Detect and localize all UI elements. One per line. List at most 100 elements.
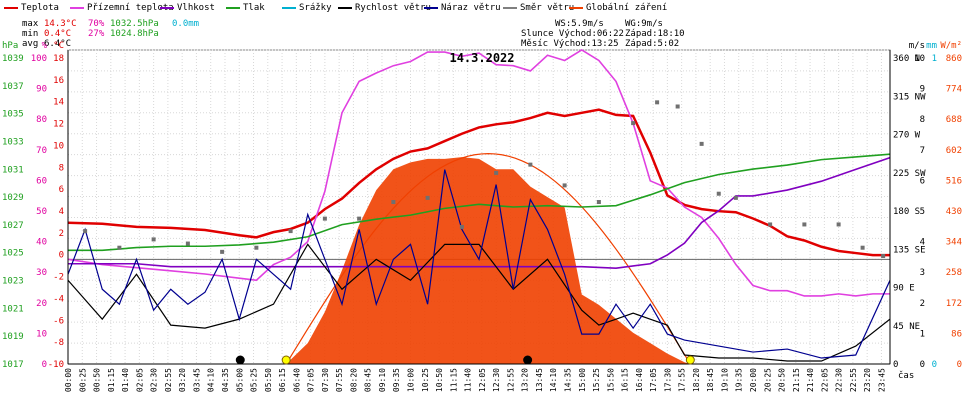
axis-tick-label: 14 — [53, 98, 64, 108]
legend-label: Vlhkost — [177, 3, 215, 13]
axis-tick-label: 225 SW — [893, 169, 926, 179]
axis-tick-label: 8 — [920, 115, 925, 125]
axis-tick-label: 30 — [36, 268, 47, 278]
axis-tick-label: 6 — [59, 185, 64, 195]
axis-unit-label: mm — [926, 41, 937, 51]
x-tick-label: 07:55 — [335, 368, 344, 392]
x-tick-label: 06:40 — [292, 368, 301, 392]
axis-tick-label: 172 — [946, 299, 962, 309]
axis-tick-label: 1 — [932, 54, 937, 64]
x-tick-label: 00:50 — [93, 368, 102, 392]
wind-direction-point — [768, 222, 773, 227]
axis-tick-label: 20 — [36, 299, 47, 309]
wind-direction-point — [631, 121, 636, 126]
axis-tick-label: 1017 — [2, 360, 24, 370]
stat-min-temp: 0.4°C — [44, 29, 72, 39]
series-lines — [67, 49, 891, 362]
x-tick-label: 14:35 — [563, 368, 572, 392]
axis-tick-label: 1037 — [2, 82, 24, 92]
legend-swatch — [70, 6, 84, 9]
x-tick-label: 14:10 — [549, 368, 558, 392]
axis-tick-label: 10 — [36, 329, 47, 339]
axis-tick-label: 8 — [59, 163, 64, 173]
x-tick-label: 15:50 — [606, 368, 615, 392]
axis-tick-label: 270 W — [893, 131, 921, 141]
x-tick-label: 10:25 — [421, 368, 430, 392]
axis-tick-label: 16 — [53, 76, 64, 86]
axis-tick-label: 0 — [957, 360, 962, 370]
x-tick-label: 05:00 — [235, 368, 244, 392]
axis-tick-label: 18 — [53, 54, 64, 64]
legend-item: Rychlost větru — [338, 3, 431, 13]
x-tick-label: 03:20 — [178, 368, 187, 392]
wind-direction-point — [528, 162, 533, 167]
axis-tick-label: 516 — [946, 176, 962, 186]
x-tick-label: 02:05 — [135, 368, 144, 392]
axis-tick-label: 90 — [36, 85, 47, 95]
x-tick-label: 12:55 — [506, 368, 515, 392]
x-tick-label: 16:40 — [635, 368, 644, 392]
wind-direction-point — [699, 141, 704, 146]
wind-direction-point — [391, 200, 396, 205]
x-tick-label: 16:15 — [621, 368, 630, 392]
legend-swatch — [569, 6, 583, 9]
axis-tick-label: 180 S — [893, 207, 920, 217]
x-tick-label: 05:25 — [250, 368, 259, 392]
x-tick-label: 21:15 — [792, 368, 801, 392]
x-tick-label: 08:45 — [364, 368, 373, 392]
x-tick-label: 13:20 — [521, 368, 530, 392]
x-tick-label: 22:30 — [835, 368, 844, 392]
legend-item: Přízemní teplota — [70, 3, 174, 13]
axis-tick-label: 360 N — [893, 54, 920, 64]
axis-tick-label: 1027 — [2, 221, 24, 231]
axis-tick-label: 4 — [920, 238, 925, 248]
axis-tick-label: 1035 — [2, 110, 24, 120]
axis-tick-label: -10 — [48, 360, 64, 370]
axis-tick-label: 602 — [946, 146, 962, 156]
stat-max-rain: 0.0mm — [172, 19, 200, 29]
radiation-area — [286, 157, 691, 364]
axis-tick-label: 860 — [946, 54, 962, 64]
legend-item: Směr větru — [503, 3, 574, 13]
axis-tick-label: 1031 — [2, 165, 24, 175]
wind-direction-point — [802, 222, 807, 227]
radiation-clear-sky-curve — [285, 153, 691, 365]
wind-direction-point — [733, 195, 738, 200]
wind-direction-point — [151, 237, 156, 242]
x-tick-label: 11:15 — [449, 368, 458, 392]
x-tick-label: 05:50 — [264, 368, 273, 392]
wind-direction-point — [357, 216, 362, 221]
axis-tick-label: 0 — [42, 360, 47, 370]
axis-tick-label: -2 — [53, 273, 64, 283]
axis-tick-label: 10 — [53, 141, 64, 151]
legend-swatch — [503, 6, 517, 9]
radiation-layer — [285, 153, 691, 365]
axis-tick-label: 0 — [932, 360, 937, 370]
axis-tick-label: 90 E — [893, 284, 915, 294]
wind-direction-point — [860, 245, 865, 250]
x-tick-label: 22:55 — [849, 368, 858, 392]
x-tick-label: 11:40 — [464, 368, 473, 392]
sun-moon-marker — [235, 355, 245, 365]
wind-direction-point — [322, 216, 327, 221]
axis-tick-label: 86 — [951, 329, 962, 339]
legend-swatch — [4, 6, 18, 9]
x-tick-label: 03:45 — [192, 368, 201, 392]
x-tick-label: 20:50 — [778, 368, 787, 392]
x-tick-label: 10:50 — [435, 368, 444, 392]
axis-tick-label: 1039 — [2, 54, 24, 64]
stat-max-temp: 14.3°C — [44, 19, 77, 29]
chart-title: 14.3.2022 — [449, 51, 514, 65]
x-tick-label: 01:15 — [107, 368, 116, 392]
legend-swatch — [160, 6, 174, 9]
x-tick-label: 02:30 — [150, 368, 159, 392]
axis-tick-label: 70 — [36, 146, 47, 156]
series-line — [68, 156, 891, 269]
x-tick-label: 23:20 — [863, 368, 872, 392]
info-wind-gust: WG:9m/s — [625, 19, 663, 29]
stat-min-humidity: 27% — [88, 29, 105, 39]
legend-swatch — [338, 6, 352, 9]
stat-avg-label: avg — [22, 39, 39, 49]
series-line — [67, 49, 890, 297]
x-tick-label: 12:30 — [492, 368, 501, 392]
